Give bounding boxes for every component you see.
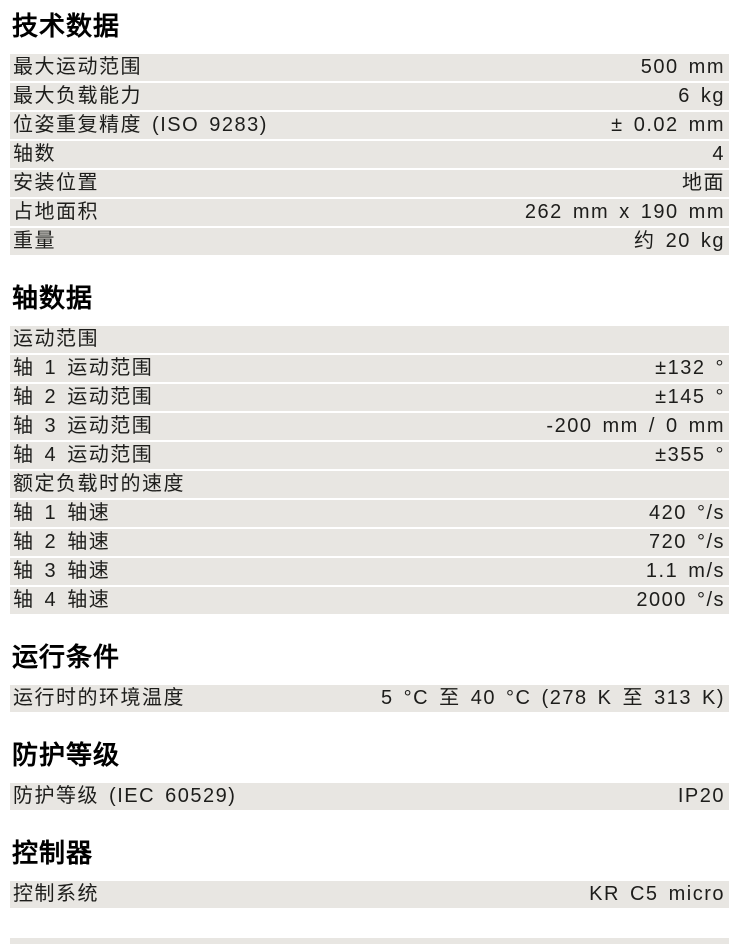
- spec-row: 轴 3 轴速 1.1 m/s: [10, 558, 729, 585]
- spec-value: IP20: [677, 785, 725, 807]
- spec-label: 额定负载时的速度: [13, 473, 185, 495]
- spec-row: 重量 约 20 kg: [10, 228, 729, 255]
- section-title: 防护等级: [12, 740, 121, 770]
- spec-row: 运行时的环境温度 5 °C 至 40 °C (278 K 至 313 K): [10, 685, 729, 712]
- spec-row: 轴数 4: [10, 141, 729, 168]
- spec-value: 5 °C 至 40 °C (278 K 至 313 K): [381, 687, 725, 709]
- spec-row: 轴 1 运动范围 ±132 °: [10, 355, 729, 382]
- spec-label: 控制系统: [13, 883, 99, 905]
- spec-value: 6 kg: [678, 85, 725, 107]
- spec-value: KR C5 micro: [589, 883, 725, 905]
- section-title: 控制器: [12, 838, 94, 868]
- spec-value: 420 °/s: [649, 502, 725, 524]
- spec-value: 262 mm x 190 mm: [524, 201, 725, 223]
- spec-value: 720 °/s: [649, 531, 725, 553]
- spec-value: ±132 °: [655, 357, 725, 379]
- spec-row: 轴 1 轴速 420 °/s: [10, 500, 729, 527]
- spec-table: 运行时的环境温度 5 °C 至 40 °C (278 K 至 313 K): [10, 685, 729, 712]
- spec-label: 最大运动范围: [13, 56, 142, 78]
- spec-section: 防护等级防护等级 (IEC 60529) IP20: [10, 742, 729, 810]
- spec-label: 轴 4 运动范围: [13, 444, 154, 466]
- spec-row: 占地面积 262 mm x 190 mm: [10, 199, 729, 226]
- section-title: 技术数据: [12, 11, 121, 41]
- spec-label: 安装位置: [13, 172, 99, 194]
- spec-value: -200 mm / 0 mm: [546, 415, 725, 437]
- spec-row: 最大运动范围 500 mm: [10, 54, 729, 81]
- spec-label: 轴 3 轴速: [13, 560, 111, 582]
- spec-label: 重量: [13, 230, 56, 252]
- spec-value: ± 0.02 mm: [611, 114, 725, 136]
- spec-label: 轴 1 轴速: [13, 502, 111, 524]
- spec-row: 轴 2 轴速 720 °/s: [10, 529, 729, 556]
- spec-label: 轴数: [13, 143, 56, 165]
- spec-value: ±145 °: [655, 386, 725, 408]
- spec-value: ±355 °: [655, 444, 725, 466]
- spec-section: 控制器控制系统 KR C5 micro: [10, 840, 729, 908]
- spec-value: 1.1 m/s: [645, 560, 725, 582]
- spec-value: 500 mm: [640, 56, 725, 78]
- spec-section: 运行条件运行时的环境温度 5 °C 至 40 °C (278 K 至 313 K): [10, 644, 729, 712]
- spec-label: 防护等级 (IEC 60529): [13, 785, 237, 807]
- spec-table: 最大运动范围 500 mm 最大负载能力 6 kg 位姿重复精度 (ISO 9283) ±…: [10, 54, 729, 255]
- datasheet: 技术数据最大运动范围 500 mm 最大负载能力 6 kg 位姿重复精度 (ISO 92…: [10, 13, 729, 908]
- clipped-row-strip: [10, 938, 729, 944]
- spec-table: 控制系统 KR C5 micro: [10, 881, 729, 908]
- section-title: 轴数据: [12, 283, 94, 313]
- section-title: 运行条件: [12, 642, 121, 672]
- spec-subheader-row: 额定负载时的速度: [10, 471, 729, 498]
- spec-section: 技术数据最大运动范围 500 mm 最大负载能力 6 kg 位姿重复精度 (ISO 92…: [10, 13, 729, 255]
- spec-label: 轴 2 运动范围: [13, 386, 154, 408]
- spec-table: 运动范围轴 1 运动范围 ±132 ° 轴 2 运动范围 ±145 ° 轴 3 运动范围…: [10, 326, 729, 614]
- spec-row: 轴 2 运动范围 ±145 °: [10, 384, 729, 411]
- spec-label: 轴 2 轴速: [13, 531, 111, 553]
- spec-value: 约 20 kg: [634, 230, 725, 252]
- spec-row: 轴 4 运动范围 ±355 °: [10, 442, 729, 469]
- spec-value: 地面: [682, 172, 725, 194]
- spec-section: 轴数据运动范围轴 1 运动范围 ±132 ° 轴 2 运动范围 ±145 ° 轴 3 运…: [10, 285, 729, 614]
- spec-label: 轴 1 运动范围: [13, 357, 154, 379]
- spec-subheader-row: 运动范围: [10, 326, 729, 353]
- spec-value: 4: [712, 143, 725, 165]
- spec-row: 轴 3 运动范围 -200 mm / 0 mm: [10, 413, 729, 440]
- spec-row: 轴 4 轴速 2000 °/s: [10, 587, 729, 614]
- spec-row: 安装位置 地面: [10, 170, 729, 197]
- spec-row: 控制系统 KR C5 micro: [10, 881, 729, 908]
- spec-label: 最大负载能力: [13, 85, 142, 107]
- spec-label: 运行时的环境温度: [13, 687, 185, 709]
- spec-label: 占地面积: [13, 201, 99, 223]
- spec-label: 轴 3 运动范围: [13, 415, 154, 437]
- spec-row: 最大负载能力 6 kg: [10, 83, 729, 110]
- spec-label: 轴 4 轴速: [13, 589, 111, 611]
- spec-value: 2000 °/s: [636, 589, 725, 611]
- spec-row: 位姿重复精度 (ISO 9283) ± 0.02 mm: [10, 112, 729, 139]
- spec-row: 防护等级 (IEC 60529) IP20: [10, 783, 729, 810]
- spec-label: 位姿重复精度 (ISO 9283): [13, 114, 268, 136]
- spec-label: 运动范围: [13, 328, 99, 350]
- spec-table: 防护等级 (IEC 60529) IP20: [10, 783, 729, 810]
